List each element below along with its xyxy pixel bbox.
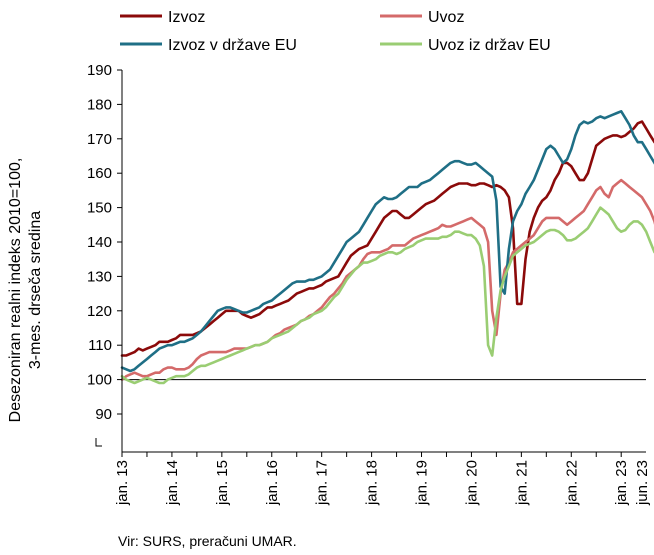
y-tick-labels: 90 100 110 120 130 140 150 160 170 180 190 — [87, 62, 112, 423]
series-line-1 — [120, 178, 654, 381]
series-line-0 — [120, 120, 654, 357]
y-tick-label-7: 160 — [87, 165, 112, 182]
y-axis-label-line-1: Desezoniran realni indeks 2010=100, — [7, 158, 24, 423]
legend-label-3: Uvoz iz držav EU — [428, 37, 551, 54]
y-axis-label-line-2: 3-mes. drseča sredina — [27, 211, 44, 369]
y-tick-label-2: 110 — [88, 337, 112, 354]
y-tick-label-6: 150 — [87, 200, 112, 217]
x-tick-label-7: jan. 20 — [463, 460, 480, 506]
legend: Izvoz Uvoz Izvoz v države EU Uvoz iz držav … — [120, 9, 551, 54]
legend-label-1: Uvoz — [428, 9, 464, 26]
x-tick-label-10: jan. 23 — [613, 460, 630, 506]
y-tick-label-5: 140 — [87, 234, 112, 251]
x-tick-label-9: jan. 22 — [563, 460, 580, 506]
x-tick-label-5: jan. 18 — [364, 460, 381, 506]
y-axis-label: Desezoniran realni indeks 2010=100, 3-me… — [7, 158, 44, 423]
x-tick-label-11: jun. 23 — [634, 460, 651, 506]
x-tick-label-2: jan. 15 — [214, 460, 231, 506]
x-tick-label-0: jan. 13 — [114, 460, 131, 506]
y-tick-label-10: 190 — [87, 62, 112, 79]
series-layer — [120, 110, 654, 385]
axis-break-mark — [95, 438, 102, 447]
series-line-3 — [120, 206, 654, 385]
series-line-2 — [120, 110, 654, 373]
y-tick-label-3: 120 — [87, 303, 112, 320]
x-tick-label-8: jan. 21 — [513, 460, 530, 506]
source-note: Vir: SURS, preračuni UMAR. — [118, 533, 297, 549]
x-tick-label-4: jan. 17 — [314, 460, 331, 506]
x-tick-labels: jan. 13 jan. 14 jan. 15 jan. 16 jan. 17 jan. … — [114, 460, 651, 506]
y-tick-label-8: 170 — [87, 131, 112, 148]
x-tick-label-1: jan. 14 — [164, 460, 181, 506]
y-tick-label-0: 90 — [95, 406, 112, 423]
axes — [95, 69, 646, 457]
x-tick-label-3: jan. 16 — [264, 460, 281, 506]
legend-label-0: Izvoz — [168, 9, 205, 26]
y-tick-label-4: 130 — [87, 268, 112, 285]
y-tick-label-1: 100 — [87, 372, 112, 389]
x-tick-label-6: jan. 19 — [414, 460, 431, 506]
y-tick-label-9: 180 — [87, 96, 112, 113]
legend-label-2: Izvoz v države EU — [168, 37, 297, 54]
